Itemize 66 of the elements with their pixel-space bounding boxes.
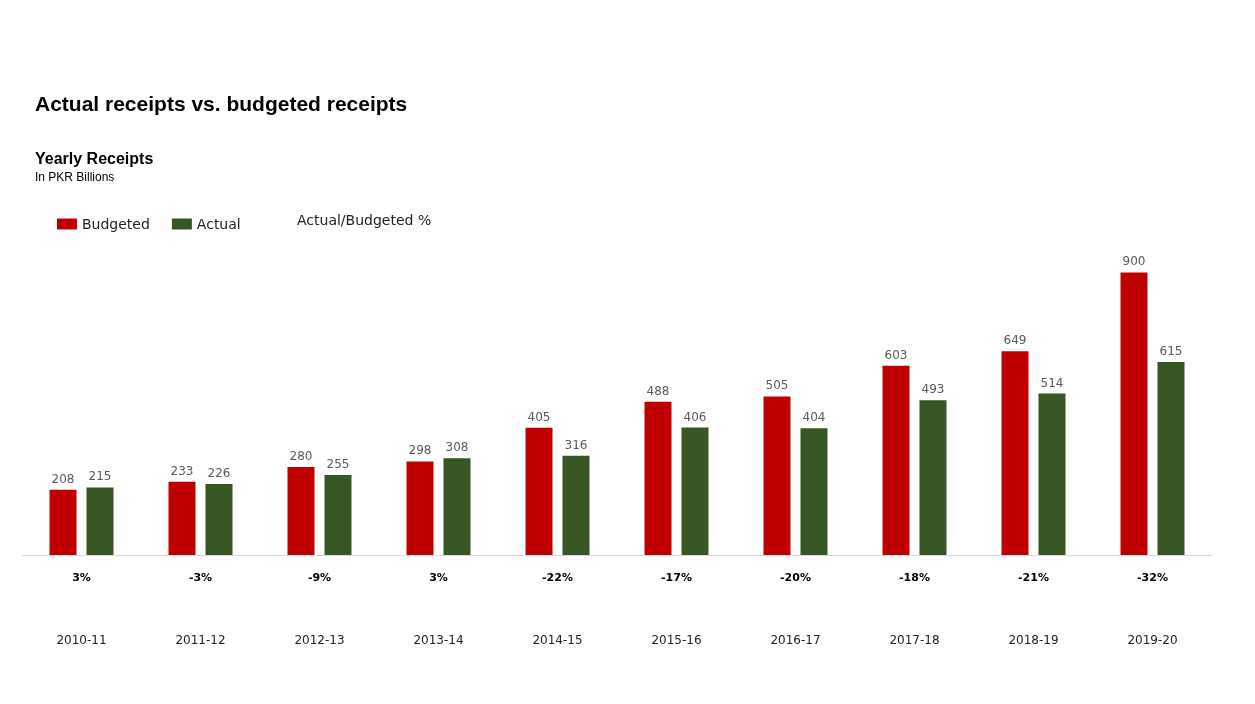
text: 3% xyxy=(429,570,448,584)
data-label: 316 xyxy=(564,437,588,452)
bar xyxy=(168,481,196,555)
x-tick-label: 2016-17 xyxy=(770,633,821,647)
x-tick-label: 2017-18 xyxy=(889,633,940,647)
x-tick-label: 2015-16 xyxy=(651,633,702,647)
text: -22% xyxy=(542,570,573,584)
bar xyxy=(287,467,315,555)
data-label: 514 xyxy=(1040,375,1064,390)
x-tick-label: 2014-15 xyxy=(532,633,583,647)
x-tick-label: 2011-12 xyxy=(175,633,226,647)
bar xyxy=(882,365,910,555)
bar xyxy=(86,487,114,555)
data-label: 405 xyxy=(527,409,551,424)
x-tick-label: 2018-19 xyxy=(1008,633,1059,647)
data-label: 603 xyxy=(884,347,908,362)
chart-subtitle: Yearly Receipts xyxy=(35,149,154,167)
bar xyxy=(763,396,791,555)
x-tick-label: 2010-11 xyxy=(56,633,107,647)
data-label: 488 xyxy=(646,383,670,398)
data-label: 226 xyxy=(207,466,231,481)
text: -20% xyxy=(780,570,811,584)
data-label: 900 xyxy=(1122,254,1146,269)
bar xyxy=(205,484,233,555)
bar xyxy=(1038,393,1066,555)
bar xyxy=(324,474,352,555)
bar xyxy=(919,400,947,555)
chart-title: Actual receipts vs. budgeted receipts xyxy=(35,92,408,115)
data-label: 493 xyxy=(921,382,945,397)
text: Actual/Budgeted % xyxy=(297,212,432,228)
data-label: 404 xyxy=(802,410,826,425)
x-tick-label: 2013-14 xyxy=(413,633,464,647)
legend-label: Actual xyxy=(196,216,241,232)
text: -21% xyxy=(1018,570,1049,584)
bar xyxy=(644,401,672,555)
text: -3% xyxy=(188,570,213,584)
data-label: 280 xyxy=(289,449,313,464)
bar xyxy=(1120,272,1148,555)
data-label: 308 xyxy=(445,440,469,455)
x-tick-label: 2019-20 xyxy=(1127,633,1178,647)
text: In PKR Billions xyxy=(35,170,115,184)
data-label: 615 xyxy=(1159,343,1183,358)
text: 3% xyxy=(72,570,91,584)
bar xyxy=(443,458,471,555)
data-label: 233 xyxy=(170,463,194,478)
data-label: 255 xyxy=(326,456,350,471)
data-label: 215 xyxy=(88,469,112,484)
bar xyxy=(49,489,77,555)
bar xyxy=(800,428,828,555)
bar xyxy=(562,455,590,555)
data-label: 505 xyxy=(765,378,789,393)
x-tick-label: 2012-13 xyxy=(294,633,345,647)
text: -32% xyxy=(1137,570,1168,584)
data-label: 298 xyxy=(408,443,432,458)
bar xyxy=(525,427,553,555)
bar xyxy=(406,461,434,555)
bar xyxy=(1157,361,1185,555)
data-label: 406 xyxy=(683,409,707,424)
bar xyxy=(681,427,709,555)
text: -17% xyxy=(661,570,692,584)
text: -18% xyxy=(899,570,930,584)
data-label: 649 xyxy=(1003,333,1027,348)
data-label: 208 xyxy=(51,471,75,486)
text: -9% xyxy=(307,570,332,584)
bar xyxy=(1001,351,1029,555)
legend-label: Budgeted xyxy=(82,216,150,232)
